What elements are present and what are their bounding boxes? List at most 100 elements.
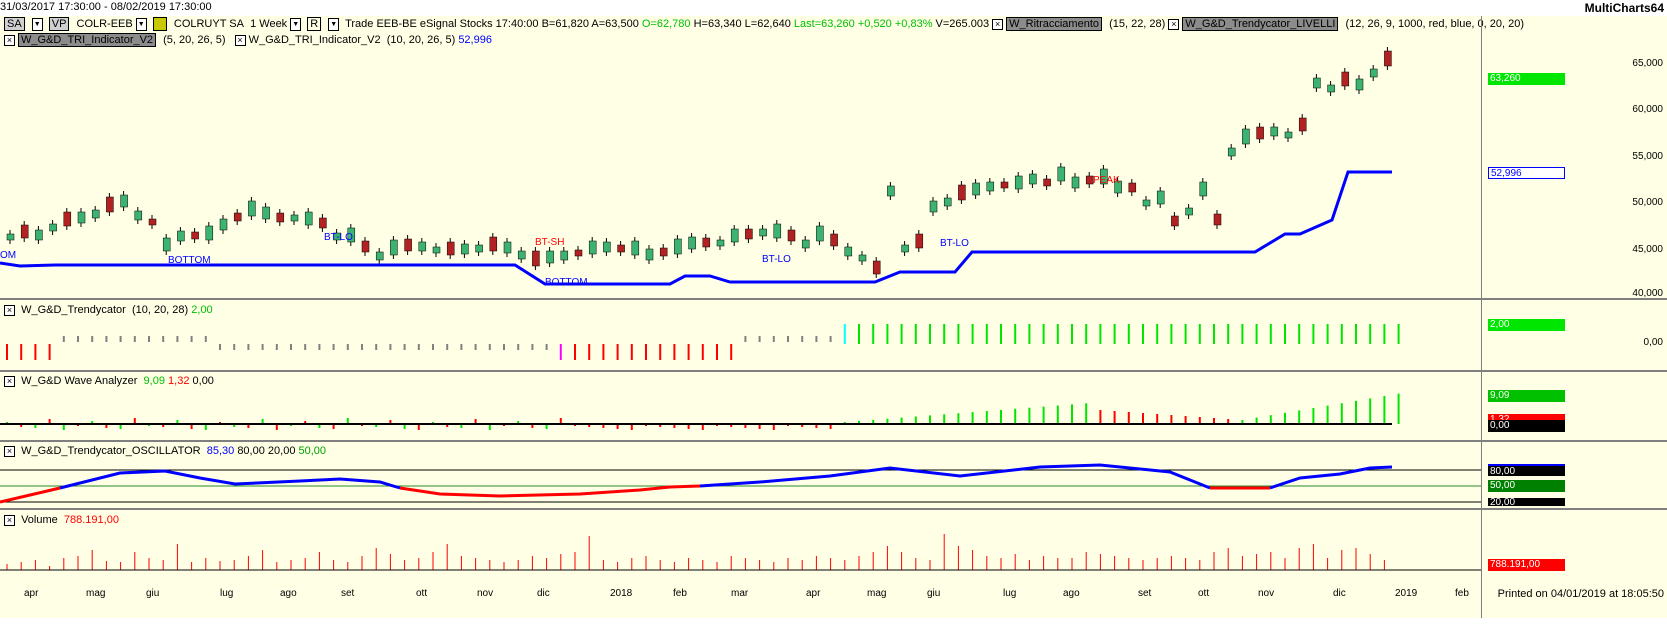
r-chip[interactable]: R [307, 17, 322, 32]
high: H=63,340 [693, 18, 742, 30]
x-label: set [341, 588, 355, 599]
trendycator-header: × W_G&D_Trendycator (10, 20, 28) 2,00 [4, 303, 213, 317]
x-label: lug [220, 588, 234, 599]
symbol-dropdown-icon[interactable]: ▼ [31, 17, 43, 31]
candle [773, 223, 782, 239]
candle [1029, 173, 1037, 185]
candle [1384, 50, 1392, 67]
chart-svg[interactable] [0, 16, 1482, 588]
candle [1085, 175, 1094, 185]
osc-segment-blue [699, 463, 1211, 490]
candle [404, 238, 412, 252]
candle [35, 229, 43, 241]
close-icon[interactable]: × [4, 304, 15, 316]
candle [1298, 117, 1307, 132]
candle [503, 241, 512, 254]
tri-value-tag: 52,996 [1488, 167, 1565, 179]
candle [816, 225, 824, 242]
candle [177, 230, 185, 242]
x-label: dic [537, 588, 550, 599]
candle [77, 211, 86, 224]
oscillator-name[interactable]: W_G&D_Trendycator_OSCILLATOR [21, 445, 201, 457]
indicator-4-name[interactable]: W_G&D_TRI_Indicator_V2 [248, 34, 381, 46]
candle [475, 244, 483, 253]
candle [304, 211, 313, 226]
candle [872, 260, 881, 275]
r-dropdown-icon[interactable]: ▼ [328, 17, 340, 31]
candle [1313, 77, 1321, 89]
candle [1014, 175, 1023, 190]
close-icon[interactable]: × [4, 34, 15, 46]
trendycator-bars [6, 324, 1400, 360]
candle [1057, 166, 1066, 182]
oscillator-line [0, 463, 1393, 504]
candle [574, 249, 583, 257]
indicator-1-name[interactable]: W_Ritracciamento [1006, 17, 1102, 32]
candle [830, 233, 838, 247]
trendycator-name[interactable]: W_G&D_Trendycator [21, 304, 126, 316]
ask: A=63,500 [591, 18, 639, 30]
printed-on: Printed on 04/01/2019 at 18:05:50 [1497, 588, 1664, 600]
open: O=62,780 [641, 18, 691, 30]
panel-separator [0, 298, 1667, 300]
candle [248, 200, 256, 217]
symbol-code: COLR-EEB [76, 18, 133, 30]
indicator-2-name[interactable]: W_G&D_Trendycator_LIVELLI [1182, 17, 1339, 32]
osc-tag: 80,00 [1488, 464, 1565, 477]
osc-v4: 50,00 [298, 445, 327, 457]
candle [972, 182, 980, 196]
symbol-chip[interactable]: SA [4, 17, 25, 32]
annotation: OM [0, 250, 17, 261]
candle [517, 250, 526, 260]
wave-header: × W_G&D Wave Analyzer 9,09 1,32 0,00 [4, 374, 214, 388]
x-label: giu [927, 588, 941, 599]
candle [1071, 176, 1080, 189]
volume-value: 788.191,00 [63, 514, 119, 526]
vp-chip[interactable]: VP [48, 17, 70, 32]
x-label: lug [1003, 588, 1017, 599]
candle [461, 243, 469, 255]
close-icon[interactable]: × [4, 445, 15, 457]
candle [617, 244, 625, 253]
candle [120, 194, 128, 208]
x-label: set [1138, 588, 1152, 599]
period-dropdown-icon[interactable]: ▼ [290, 17, 302, 31]
x-label: giu [146, 588, 160, 599]
candle [361, 240, 370, 253]
axis-separator [1481, 16, 1482, 618]
change: +0,520 [857, 18, 892, 30]
osc-v2: 80,00 [237, 445, 265, 457]
candle [759, 228, 767, 237]
osc-v3: 20,00 [267, 445, 296, 457]
candle [1227, 147, 1236, 157]
close-icon[interactable]: × [234, 34, 246, 46]
panel-separator [0, 440, 1667, 442]
flag-icon[interactable] [152, 17, 167, 32]
candle [1043, 178, 1051, 187]
indicator-4-params: (10, 20, 26, 5) [386, 34, 456, 46]
symbol-code-dropdown-icon[interactable]: ▼ [135, 17, 147, 31]
candle [432, 246, 441, 254]
candle [375, 251, 384, 261]
indicator-3-name[interactable]: W_G&D_TRI_Indicator_V2 [18, 33, 157, 48]
candle [915, 233, 924, 249]
trendycator-params: (10, 20, 28) [131, 304, 189, 316]
close-icon[interactable]: × [4, 375, 15, 387]
candle [674, 238, 682, 255]
close-icon[interactable]: × [1168, 18, 1180, 30]
volume-name[interactable]: Volume [21, 514, 58, 526]
candle [1128, 182, 1137, 193]
x-label: ott [416, 588, 428, 599]
x-label: mag [86, 588, 106, 599]
low: L=62,640 [744, 18, 791, 30]
close-icon[interactable]: × [992, 18, 1004, 30]
x-label: ott [1198, 588, 1210, 599]
candle [290, 214, 299, 222]
candle [390, 239, 398, 256]
chart-area[interactable]: SA ▼ VP COLR-EEB ▼ COLRUYT SA 1 Week ▼ R ▼ T… [0, 16, 1667, 618]
indicator-1-params: (15, 22, 28) [1109, 18, 1166, 30]
x-label: feb [1455, 588, 1469, 599]
wave-name[interactable]: W_G&D Wave Analyzer [21, 375, 138, 387]
candle [546, 250, 554, 264]
close-icon[interactable]: × [4, 514, 15, 526]
